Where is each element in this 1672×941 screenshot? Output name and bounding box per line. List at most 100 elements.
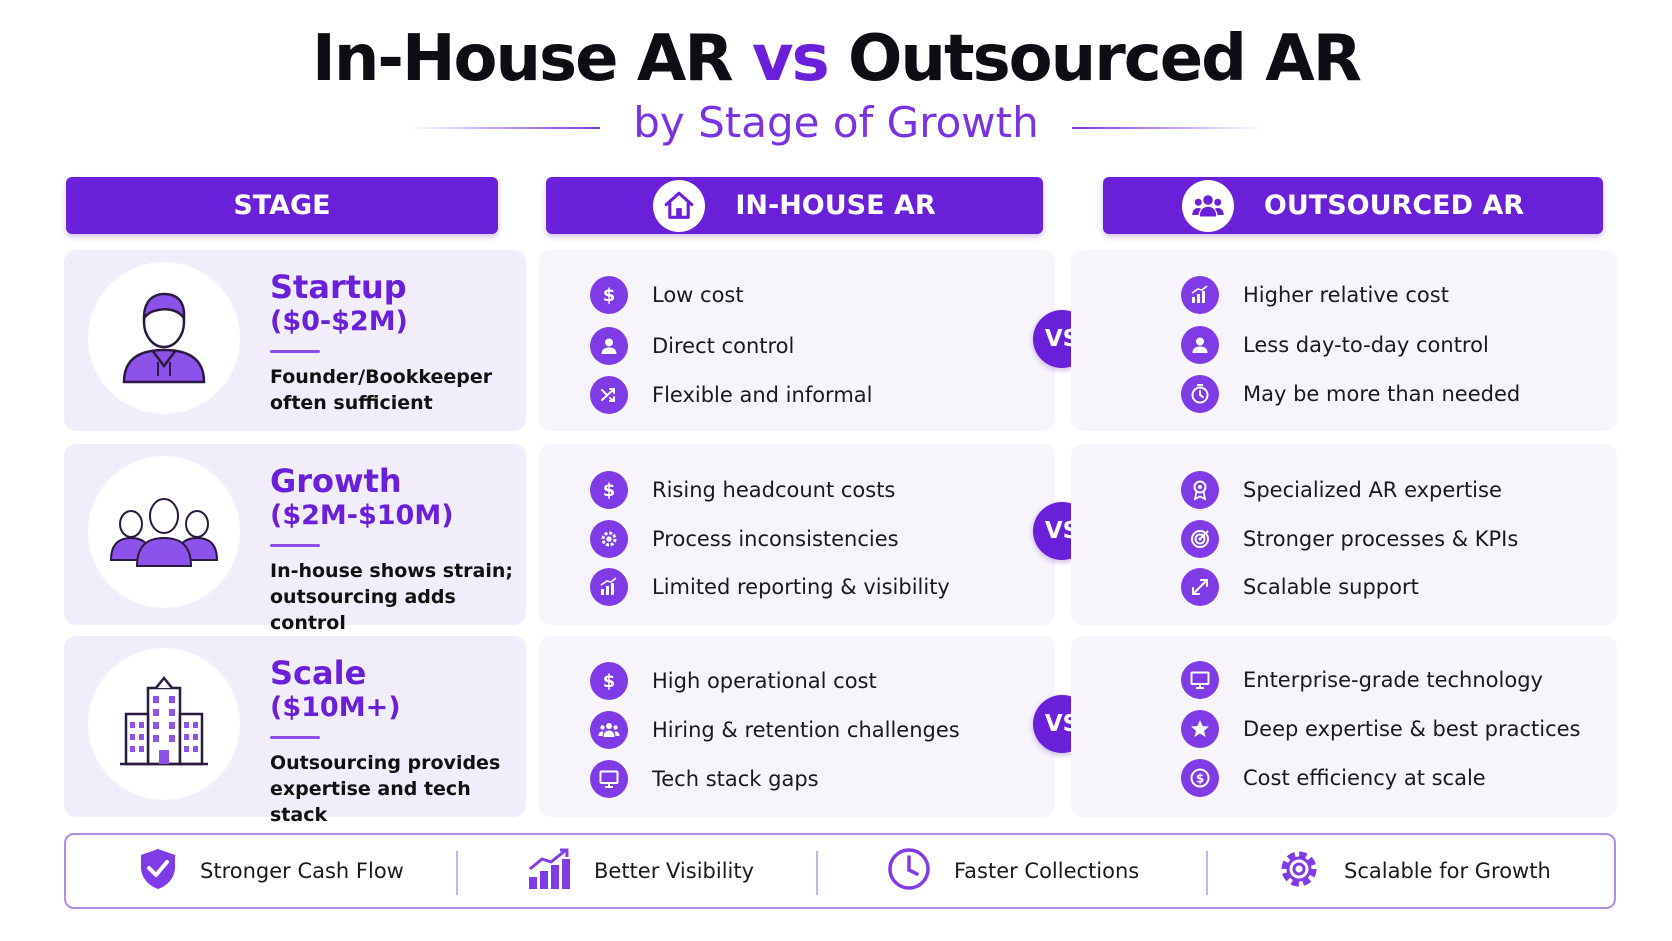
stage-avatar	[88, 648, 240, 800]
shuffle-icon	[590, 376, 628, 414]
stage-range: ($0-$2M)	[270, 306, 408, 337]
star-icon	[1181, 710, 1219, 748]
benefit-text: Scalable for Growth	[1344, 859, 1551, 883]
in-house-card-growth: $ Rising headcount costs Process inconsi…	[539, 444, 1055, 625]
benefit-text: Better Visibility	[594, 859, 755, 883]
stage-card-startup: Startup ($0-$2M) Founder/Bookkeeper ofte…	[64, 250, 526, 431]
stage-name: Startup	[270, 268, 407, 306]
list-item-text: Flexible and informal	[652, 383, 873, 407]
list-item: $ High operational cost	[590, 661, 877, 701]
benefit-item: Better Visibility	[526, 835, 754, 907]
subtitle-line-left	[410, 127, 600, 129]
user-icon	[590, 327, 628, 365]
list-item: Less day-to-day control	[1181, 325, 1489, 365]
coin-icon: $	[1181, 759, 1219, 797]
list-item: $ Rising headcount costs	[590, 470, 895, 510]
stage-name: Growth	[270, 462, 402, 500]
group-icon	[1181, 179, 1234, 232]
bar-chart-icon	[1181, 276, 1219, 314]
list-item: Flexible and informal	[590, 375, 872, 415]
list-item: $ Low cost	[590, 275, 744, 315]
stage-range: ($2M-$10M)	[270, 500, 454, 531]
monitor-icon	[590, 760, 628, 798]
list-item: Specialized AR expertise	[1181, 470, 1502, 510]
list-item: Limited reporting & visibility	[590, 567, 950, 607]
stage-avatar	[88, 262, 240, 414]
house-icon	[653, 179, 706, 232]
outsourced-card-scale: Enterprise-grade technology Deep experti…	[1071, 636, 1617, 817]
list-item-text: Deep expertise & best practices	[1243, 717, 1581, 741]
svg-text:$: $	[603, 285, 616, 306]
stage-divider	[270, 544, 320, 547]
divider	[816, 851, 818, 895]
column-header-stage: STAGE	[66, 177, 498, 234]
list-item: Stronger processes & KPIs	[1181, 519, 1518, 559]
column-header-outsourced-label: OUTSOURCED AR	[1263, 190, 1525, 221]
list-item: Process inconsistencies	[590, 519, 899, 559]
expand-icon	[1181, 568, 1219, 606]
list-item: Direct control	[590, 326, 794, 366]
stage-divider	[270, 350, 320, 353]
title-part2: Outsourced AR	[848, 22, 1362, 96]
stage-card-growth: Growth ($2M-$10M) In-house shows strain;…	[64, 444, 526, 634]
list-item: Hiring & retention challenges	[590, 710, 960, 750]
benefit-item: Faster Collections	[886, 835, 1139, 907]
svg-text:$: $	[603, 671, 616, 692]
subtitle-line-right	[1072, 127, 1262, 129]
clock-icon	[886, 846, 932, 897]
person-icon	[118, 288, 210, 389]
title-vs: vs	[751, 22, 830, 96]
stage-divider	[270, 736, 320, 739]
list-item: Tech stack gaps	[590, 759, 819, 799]
outsourced-card-startup: Higher relative cost Less day-to-day con…	[1071, 250, 1617, 431]
list-item-text: Process inconsistencies	[652, 527, 899, 551]
user-icon	[1181, 326, 1219, 364]
stage-avatar	[88, 456, 240, 608]
list-item-text: Tech stack gaps	[652, 767, 819, 791]
stage-description: Founder/Bookkeeper often sufficient	[270, 364, 520, 416]
subtitle-block: by Stage of Growth	[0, 98, 1672, 154]
list-item: Enterprise-grade technology	[1181, 660, 1543, 700]
list-item: May be more than needed	[1181, 374, 1520, 414]
stage-description: In-house shows strain; outsourcing adds …	[270, 558, 520, 636]
dollar-icon: $	[590, 471, 628, 509]
divider	[1206, 851, 1208, 895]
dollar-icon: $	[590, 276, 628, 314]
column-header-in-house-label: IN-HOUSE AR	[735, 190, 936, 221]
benefit-item: Scalable for Growth	[1276, 835, 1551, 907]
stage-description: Outsourcing provides expertise and tech …	[270, 750, 520, 828]
benefit-text: Faster Collections	[954, 859, 1140, 883]
list-item-text: Enterprise-grade technology	[1243, 668, 1543, 692]
list-item-text: May be more than needed	[1243, 382, 1521, 406]
list-item-text: Direct control	[652, 334, 795, 358]
stage-description-line: Outsourcing provides	[270, 752, 501, 774]
stage-description-line: In-house shows strain;	[270, 560, 513, 582]
subtitle: by Stage of Growth	[633, 98, 1039, 147]
stage-range: ($10M+)	[270, 692, 401, 723]
title-part1: In-House AR	[312, 22, 734, 96]
group-icon	[590, 711, 628, 749]
bar-chart-icon	[590, 568, 628, 606]
stage-description-line: expertise and tech stack	[270, 778, 471, 826]
svg-text:$: $	[603, 480, 616, 501]
column-header-outsourced: OUTSOURCED AR	[1103, 177, 1603, 234]
monitor-icon	[1181, 661, 1219, 699]
benefit-item: Stronger Cash Flow	[138, 835, 404, 907]
list-item-text: Limited reporting & visibility	[652, 575, 950, 599]
stage-description-line: outsourcing adds control	[270, 586, 456, 634]
svg-text:$: $	[1196, 772, 1204, 786]
list-item-text: Low cost	[652, 283, 744, 307]
benefits-bar: Stronger Cash Flow Better Visibility Fas…	[64, 833, 1616, 909]
list-item-text: Higher relative cost	[1243, 283, 1449, 307]
growth-chart-icon	[526, 847, 572, 896]
list-item-text: Less day-to-day control	[1243, 333, 1489, 357]
outsourced-card-growth: Specialized AR expertise Stronger proces…	[1071, 444, 1617, 625]
in-house-card-startup: $ Low cost Direct control Flexible and i…	[539, 250, 1055, 431]
stage-description-line: often sufficient	[270, 392, 433, 414]
in-house-card-scale: $ High operational cost Hiring & retenti…	[539, 636, 1055, 817]
list-item-text: Cost efficiency at scale	[1243, 766, 1486, 790]
list-item-text: Hiring & retention challenges	[652, 718, 960, 742]
list-item: $ Cost efficiency at scale	[1181, 758, 1486, 798]
target-icon	[1181, 520, 1219, 558]
list-item-text: High operational cost	[652, 669, 877, 693]
